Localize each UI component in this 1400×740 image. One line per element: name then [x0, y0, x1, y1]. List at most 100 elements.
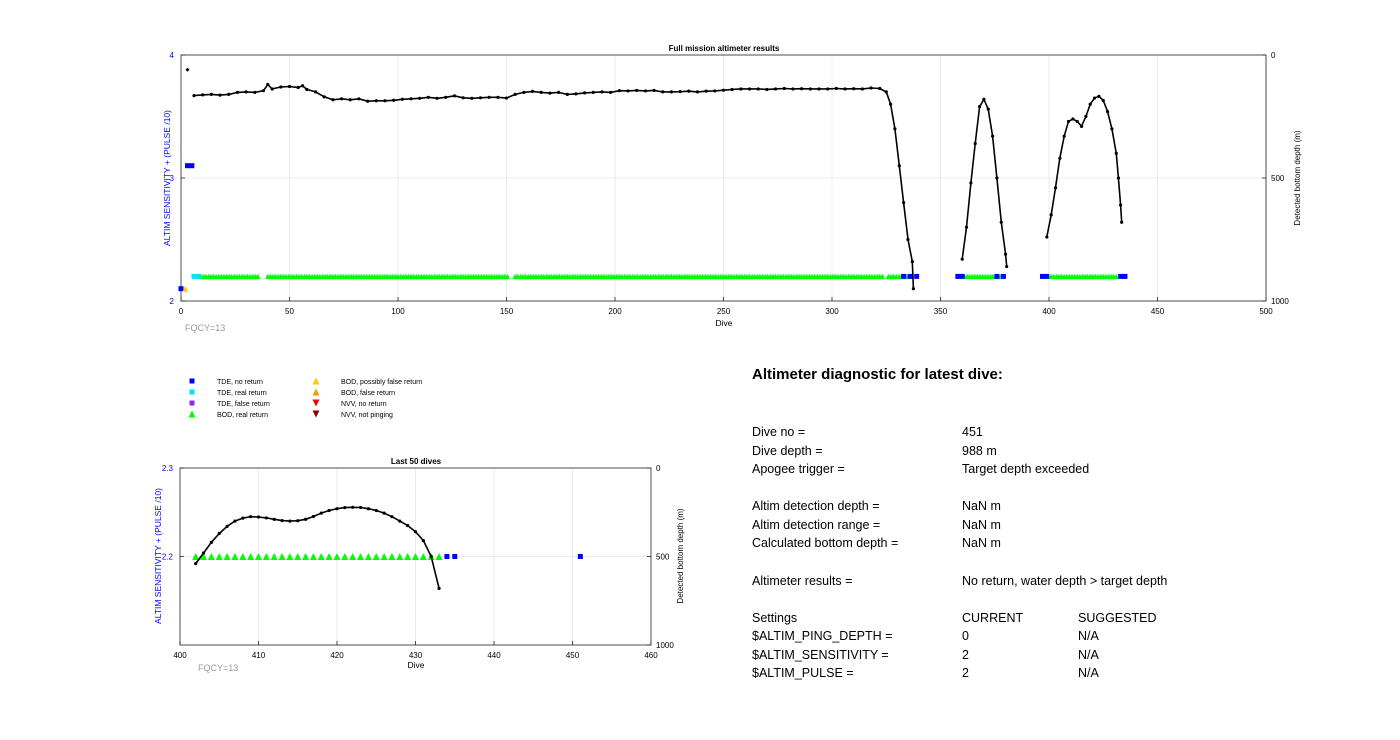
x-tick-label: 450	[566, 651, 580, 660]
chart2-fqcy-label: FQCY=13	[198, 663, 238, 673]
bottom-depth-point	[322, 95, 326, 99]
bottom-depth-point	[565, 92, 569, 96]
bod-real-return-marker	[247, 553, 255, 560]
setting-sensitivity-suggested: N/A	[1078, 648, 1099, 662]
bottom-depth-point	[241, 516, 245, 520]
x-tick-label: 350	[934, 307, 948, 316]
bottom-depth-point	[1079, 124, 1084, 128]
bottom-depth-point	[270, 87, 274, 91]
bottom-depth-point	[713, 89, 717, 93]
bottom-depth-point	[280, 518, 284, 523]
y2-tick-label: 1000	[656, 641, 674, 650]
bod-real-return-marker	[239, 553, 247, 560]
bottom-depth-point	[288, 519, 292, 523]
bottom-depth-point	[826, 87, 830, 91]
bottom-depth-point	[1058, 156, 1062, 160]
tde-no-return-marker	[1122, 273, 1128, 279]
chart1-fqcy-label: FQCY=13	[185, 323, 225, 333]
bottom-depth-point	[331, 98, 335, 102]
bottom-depth-point	[225, 524, 229, 529]
chart1-y-ticks: 2 3 4	[170, 51, 185, 306]
setting-pulse-name: $ALTIM_PULSE =	[752, 666, 854, 680]
dive-depth-value: 988 m	[962, 444, 997, 458]
bottom-depth-point	[902, 201, 906, 205]
dive-depth-label: Dive depth =	[752, 444, 823, 458]
bottom-depth-point	[977, 105, 982, 109]
setting-ping-depth-current: 0	[962, 629, 969, 643]
bottom-depth-point	[990, 134, 995, 138]
bottom-depth-point	[539, 90, 543, 94]
bottom-depth-point	[1084, 114, 1088, 119]
bottom-depth-point	[995, 176, 999, 180]
y-tick-label: 2.3	[162, 464, 174, 473]
bod-real-return-marker	[215, 553, 223, 560]
tde-no-return-marker	[914, 273, 920, 279]
bod-real-return-marker	[325, 553, 333, 560]
bottom-depth-point	[999, 220, 1003, 224]
bottom-depth-line	[193, 83, 915, 289]
bod-real-return-marker	[192, 553, 200, 560]
bottom-depth-point	[678, 90, 682, 94]
x-tick-label: 410	[252, 651, 266, 660]
bod-real-return-marker	[419, 553, 427, 560]
bod-real-return-marker	[255, 553, 262, 560]
x-tick-label: 450	[1151, 307, 1165, 316]
bottom-depth-point	[704, 89, 708, 93]
bottom-depth-point	[1053, 186, 1058, 190]
bottom-depth-point	[470, 96, 474, 100]
y-tick-label: 2	[170, 297, 175, 306]
bottom-depth-point	[426, 95, 430, 99]
bottom-depth-point	[878, 86, 882, 91]
bottom-depth-point	[695, 90, 700, 94]
bottom-depth-point	[287, 84, 292, 89]
tde-no-return-marker	[901, 273, 907, 279]
tde-no-return-marker	[577, 554, 583, 559]
settings-current-header: CURRENT	[962, 611, 1024, 625]
bottom-depth-point	[351, 505, 355, 509]
tde-no-return-marker	[959, 273, 965, 279]
bod-real-return-marker	[223, 553, 231, 560]
bottom-depth-point	[398, 519, 402, 523]
bottom-depth-point	[964, 225, 969, 229]
dive-no-value: 451	[962, 425, 983, 439]
tde-real-return-marker	[191, 273, 197, 279]
bottom-depth-point	[266, 82, 270, 87]
bottom-depth-point	[782, 86, 786, 91]
bottom-depth-point	[413, 530, 418, 534]
legend-label: BOD, real return	[217, 412, 268, 419]
bottom-depth-point	[687, 89, 691, 93]
bottom-depth-point	[253, 90, 257, 94]
bottom-depth-point	[897, 164, 901, 168]
bottom-depth-point	[1066, 119, 1071, 124]
bottom-depth-point	[888, 102, 893, 106]
bottom-depth-point	[626, 89, 630, 93]
legend-marker	[189, 378, 195, 384]
calculated-bottom-depth-value: NaN m	[962, 536, 1001, 550]
bod-real-return-marker	[294, 553, 302, 560]
x-tick-label: 400	[173, 651, 187, 660]
bottom-depth-point	[461, 96, 465, 100]
tde-no-return-marker	[1039, 273, 1045, 279]
bottom-depth-point	[264, 516, 268, 520]
altim-detection-range-value: NaN m	[962, 518, 1001, 532]
bottom-depth-point	[800, 87, 804, 91]
calculated-bottom-depth-label: Calculated bottom depth =	[752, 536, 899, 550]
y2-tick-label: 0	[1271, 51, 1276, 60]
bottom-depth-point	[1004, 252, 1008, 256]
bod-possibly-false-marker	[182, 285, 189, 292]
bottom-depth-point	[256, 515, 261, 519]
setting-ping-depth-suggested: N/A	[1078, 629, 1099, 643]
chart2-marks	[192, 505, 583, 590]
bottom-depth-point	[339, 97, 344, 101]
bottom-depth-point	[910, 260, 914, 264]
bottom-depth-point	[392, 98, 396, 102]
bod-real-return-marker	[262, 553, 270, 560]
bottom-depth-point	[1005, 264, 1009, 269]
apogee-trigger-label: Apogee trigger =	[752, 462, 845, 476]
bottom-depth-point	[661, 90, 665, 94]
legend-label: BOD, possibly false return	[341, 379, 422, 386]
bottom-depth-point	[305, 87, 309, 92]
bottom-depth-point	[201, 551, 206, 555]
bottom-depth-point	[548, 91, 552, 95]
altimeter-results-value: No return, water depth > target depth	[962, 574, 1168, 588]
